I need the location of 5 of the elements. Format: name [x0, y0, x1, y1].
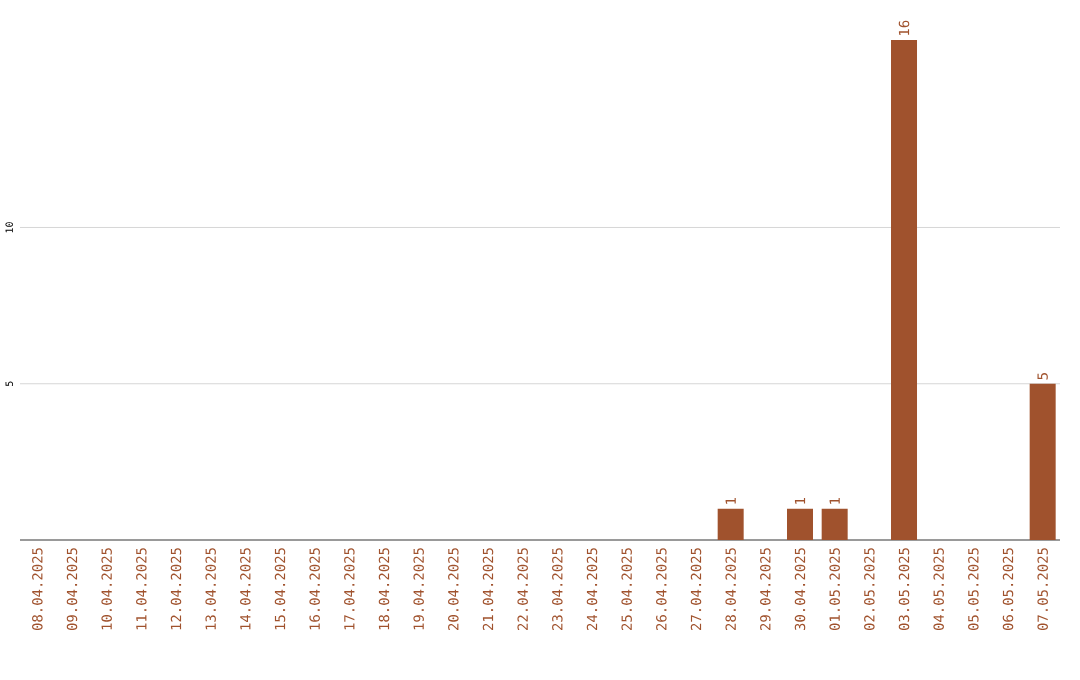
bar [787, 508, 814, 540]
bar [891, 39, 918, 540]
bar [717, 508, 744, 540]
bar [821, 508, 848, 540]
bar [1029, 383, 1056, 540]
